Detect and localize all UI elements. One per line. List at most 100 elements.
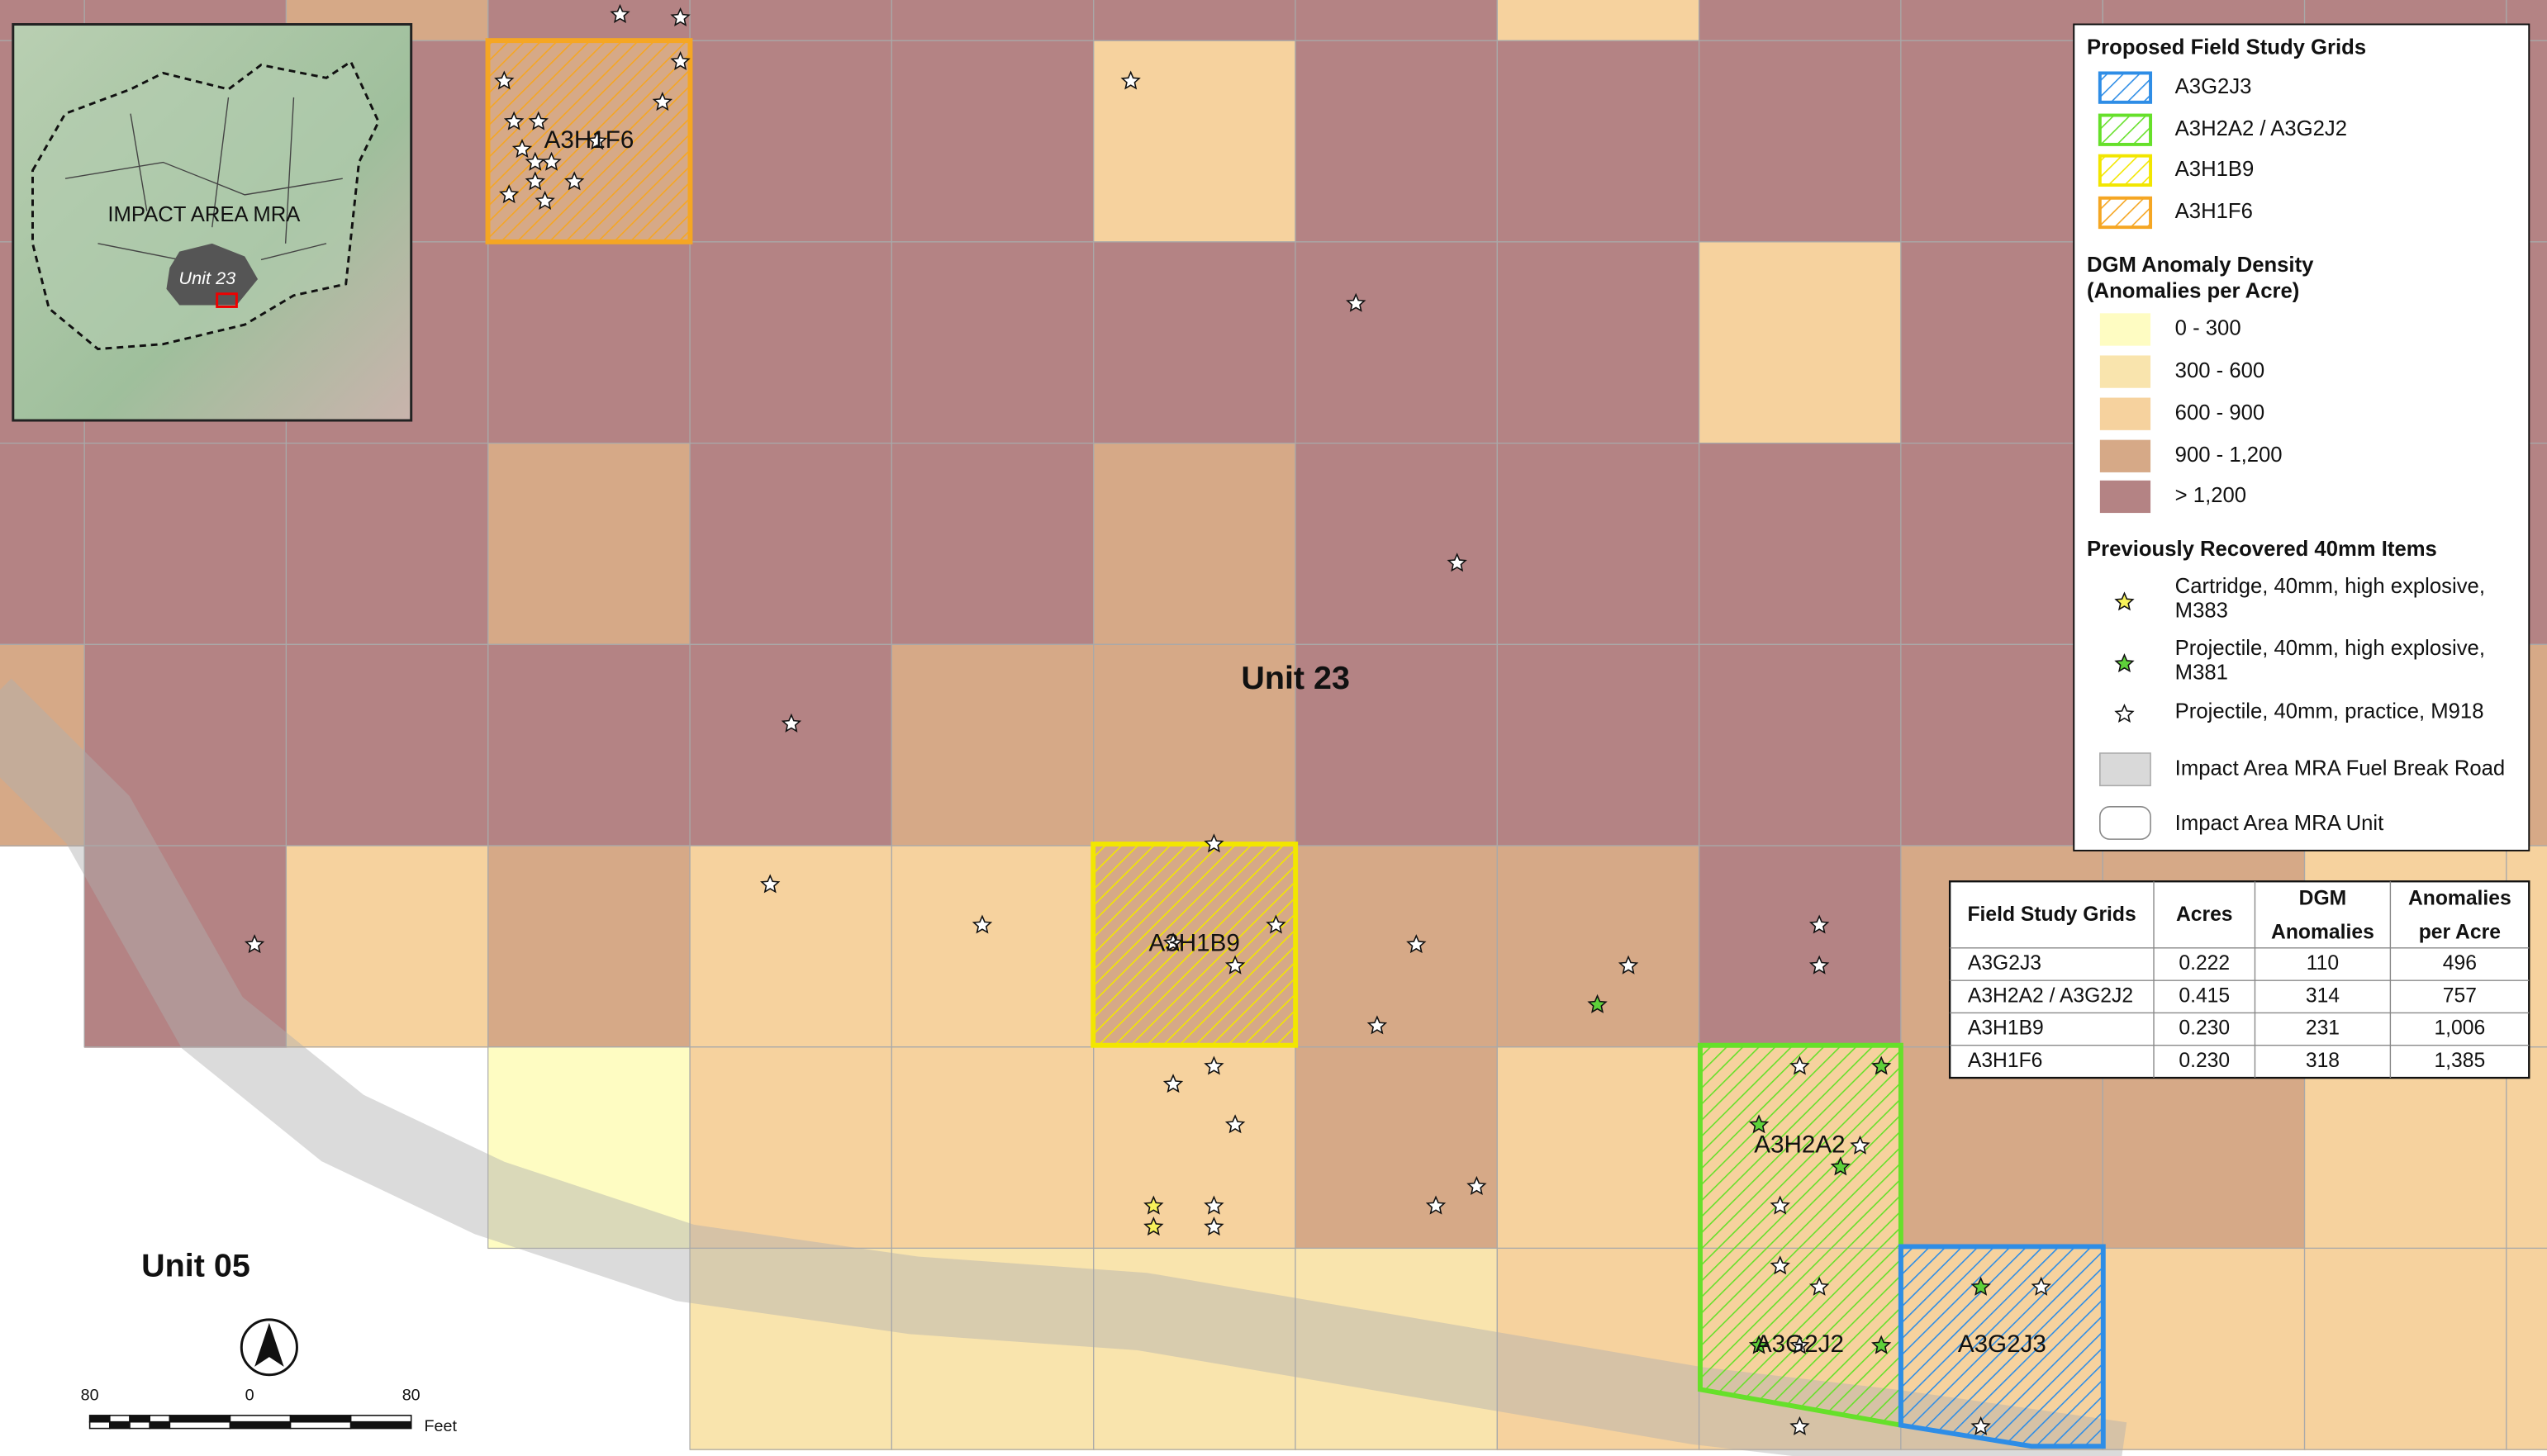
density-cell	[891, 0, 1094, 41]
table-cell: A3H1B9	[1968, 1017, 2044, 1040]
table-cell: A3H1F6	[1968, 1050, 2043, 1072]
grid-label: A3H2A2	[1754, 1131, 1845, 1158]
density-cell	[690, 242, 892, 444]
density-cell	[488, 443, 691, 646]
scale-segment	[230, 1416, 290, 1422]
legend-title: DGM Anomaly Density	[2087, 254, 2314, 277]
legend-swatch	[2100, 398, 2150, 430]
table-cell: 318	[2306, 1050, 2340, 1072]
legend-swatch	[2100, 753, 2150, 785]
scale-segment	[90, 1416, 110, 1422]
density-cell	[286, 443, 488, 646]
north-arrow	[241, 1320, 297, 1375]
density-cell	[891, 443, 1094, 646]
scale-segment	[130, 1416, 150, 1422]
legend-label: A3H2A2 / A3G2J2	[2175, 117, 2347, 140]
legend-label: A3H1F6	[2175, 200, 2253, 223]
legend-label: 900 - 1,200	[2175, 443, 2283, 467]
density-cell	[891, 846, 1094, 1048]
density-cell	[1497, 40, 1699, 243]
table-cell: 496	[2443, 952, 2477, 975]
inset-map: IMPACT AREA MRA Unit 23	[13, 24, 411, 420]
density-cell	[690, 0, 892, 41]
density-cell	[1094, 40, 1296, 243]
legend-label: 600 - 900	[2175, 401, 2264, 424]
scale-segment	[169, 1422, 230, 1429]
density-cell	[1699, 644, 1902, 847]
legend-title: Proposed Field Study Grids	[2087, 36, 2366, 59]
density-cell	[891, 40, 1094, 243]
density-cell	[891, 1047, 1094, 1250]
density-cell	[2305, 1248, 2507, 1450]
legend-label: Impact Area MRA Fuel Break Road	[2175, 756, 2506, 780]
density-cell	[1497, 1047, 1699, 1250]
density-cell	[1295, 40, 1498, 243]
table-cell: 110	[2307, 952, 2339, 975]
legend-swatch	[2100, 313, 2150, 345]
density-cell	[891, 644, 1094, 847]
scale-label: 80	[402, 1387, 421, 1405]
legend-swatch	[2100, 156, 2150, 185]
legend-label: > 1,200	[2175, 484, 2246, 507]
density-cell	[0, 443, 85, 646]
grid-label: A3H1F6	[544, 126, 634, 154]
legend-swatch	[2100, 116, 2150, 145]
legend-swatch	[2100, 440, 2150, 472]
table-header: DGM	[2299, 887, 2347, 909]
table-cell: 0.222	[2179, 952, 2230, 975]
legend-label: 300 - 600	[2175, 359, 2264, 382]
legend-label: A3H1B9	[2175, 158, 2255, 181]
density-cell	[488, 242, 691, 444]
summary-table: Field Study GridsAcresDGMAnomaliesAnomal…	[1950, 881, 2529, 1078]
density-cell	[488, 0, 691, 41]
density-cell	[1094, 242, 1296, 444]
density-cell	[1699, 40, 1902, 243]
density-cell	[1699, 443, 1902, 646]
density-cell	[2103, 1248, 2305, 1450]
density-cell	[488, 644, 691, 847]
scale-segment	[90, 1422, 110, 1429]
scale-segment	[351, 1416, 411, 1422]
scale-bar: 80080Feet	[81, 1387, 458, 1435]
legend-swatch	[2100, 73, 2150, 102]
density-cell	[1094, 443, 1296, 646]
table-cell: 757	[2443, 984, 2477, 1007]
density-cell	[286, 846, 488, 1048]
density-cell	[690, 846, 892, 1048]
density-cell	[891, 242, 1094, 444]
grid-label: A3H1B9	[1149, 930, 1240, 957]
scale-segment	[291, 1422, 351, 1429]
table-cell: 1,006	[2434, 1017, 2485, 1040]
density-cell	[84, 443, 287, 646]
legend: Proposed Field Study Grids A3G2J3 A3H2A2 /…	[2074, 24, 2529, 850]
density-cell	[1295, 1047, 1498, 1250]
density-cell	[1497, 242, 1699, 444]
table-header: Acres	[2176, 903, 2233, 926]
table-cell: 0.230	[2179, 1017, 2230, 1040]
scale-segment	[351, 1422, 411, 1429]
table-header: Anomalies	[2271, 922, 2374, 944]
legend-label: Impact Area MRA Unit	[2175, 812, 2384, 835]
density-cell	[1295, 0, 1498, 41]
legend-title: Previously Recovered 40mm Items	[2087, 538, 2437, 561]
density-cell	[1295, 242, 1498, 444]
density-cell	[1497, 0, 1699, 41]
scale-segment	[110, 1416, 130, 1422]
grid-label: A3G2J3	[1958, 1330, 2046, 1358]
scale-label: 0	[245, 1387, 254, 1405]
unit-label: Unit 05	[141, 1247, 250, 1283]
legend-label: Cartridge, 40mm, high explosive,	[2175, 575, 2485, 598]
scale-segment	[130, 1422, 150, 1429]
legend-swatch	[2100, 198, 2150, 227]
density-cell	[1497, 846, 1699, 1048]
table-cell: 314	[2306, 984, 2340, 1007]
density-cell	[1295, 443, 1498, 646]
table-header: Field Study Grids	[1967, 903, 2136, 926]
table-cell: 231	[2306, 1017, 2340, 1040]
density-cell	[690, 1047, 892, 1250]
unit-label: Unit 23	[1241, 660, 1350, 696]
scale-segment	[169, 1416, 230, 1422]
legend-swatch	[2100, 807, 2150, 839]
legend-label: A3G2J3	[2175, 75, 2252, 98]
scale-segment	[110, 1422, 130, 1429]
